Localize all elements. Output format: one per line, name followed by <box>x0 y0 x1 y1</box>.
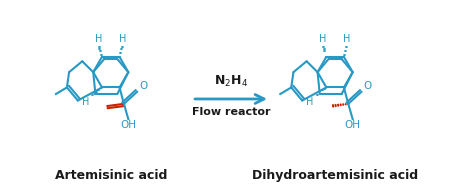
Text: O: O <box>139 81 147 91</box>
Text: Flow reactor: Flow reactor <box>192 107 270 117</box>
Text: H: H <box>82 97 89 107</box>
Text: H: H <box>319 34 327 44</box>
Text: H: H <box>306 97 313 107</box>
Text: H: H <box>344 34 351 44</box>
Text: H: H <box>119 34 127 44</box>
Text: OH: OH <box>120 120 137 130</box>
Text: Artemisinic acid: Artemisinic acid <box>55 169 167 182</box>
Text: OH: OH <box>345 120 361 130</box>
Text: O: O <box>364 81 372 91</box>
Text: H: H <box>95 34 102 44</box>
Text: Dihydroartemisinic acid: Dihydroartemisinic acid <box>252 169 418 182</box>
Text: N$_2$H$_4$: N$_2$H$_4$ <box>214 74 248 89</box>
